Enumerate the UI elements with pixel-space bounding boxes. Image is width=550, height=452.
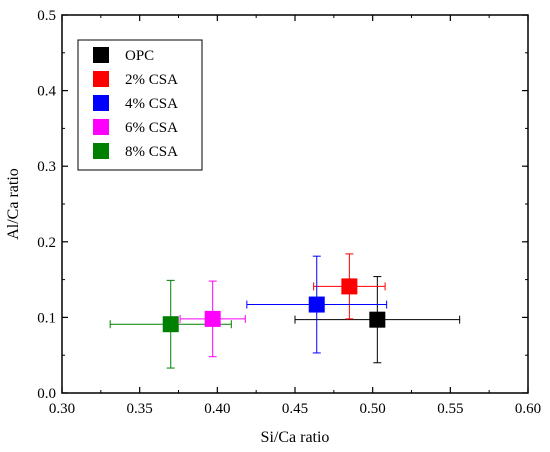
y-tick-label: 0.3 bbox=[37, 159, 56, 175]
error-bars bbox=[109, 253, 461, 369]
data-point bbox=[308, 296, 325, 313]
legend-label: 2% CSA bbox=[125, 72, 178, 88]
y-tick-label: 0.1 bbox=[37, 310, 56, 326]
data-point bbox=[162, 316, 179, 333]
x-tick-labels: 0.30 0.35 0.40 0.45 0.50 0.55 0.60 bbox=[49, 401, 541, 417]
legend: OPC 2% CSA 4% CSA 6% CSA 8% CSA bbox=[77, 39, 203, 171]
plot-area-frame bbox=[61, 14, 529, 394]
y-axis-title: Al/Ca ratio bbox=[5, 168, 22, 240]
x-tick-label: 0.40 bbox=[204, 401, 230, 417]
legend-swatch bbox=[93, 95, 109, 111]
legend-swatch bbox=[93, 143, 109, 159]
x-tick-label: 0.50 bbox=[360, 401, 386, 417]
data-point bbox=[341, 278, 358, 295]
x-tick-label: 0.55 bbox=[437, 401, 463, 417]
x-tick-label: 0.35 bbox=[127, 401, 153, 417]
data-point bbox=[369, 311, 386, 328]
y-tick-label: 0.2 bbox=[37, 235, 56, 251]
legend-label: 6% CSA bbox=[125, 120, 178, 136]
legend-label: OPC bbox=[125, 48, 154, 64]
x-tick-label: 0.45 bbox=[282, 401, 308, 417]
legend-swatch bbox=[93, 71, 109, 87]
legend-swatch bbox=[93, 119, 109, 135]
data-points bbox=[162, 278, 386, 333]
legend-swatch bbox=[93, 47, 109, 63]
y-tick-labels: 0.0 0.1 0.2 0.3 0.4 0.5 bbox=[37, 8, 56, 402]
x-tick-label: 0.30 bbox=[49, 401, 75, 417]
x-axis-title: Si/Ca ratio bbox=[261, 429, 330, 446]
legend-label: 8% CSA bbox=[125, 144, 178, 160]
legend-label: 4% CSA bbox=[125, 96, 178, 112]
y-tick-label: 0.4 bbox=[37, 84, 56, 100]
y-tick-label: 0.0 bbox=[37, 386, 56, 402]
x-tick-label: 0.60 bbox=[515, 401, 541, 417]
y-tick-label: 0.5 bbox=[37, 8, 56, 24]
data-point bbox=[204, 310, 221, 327]
